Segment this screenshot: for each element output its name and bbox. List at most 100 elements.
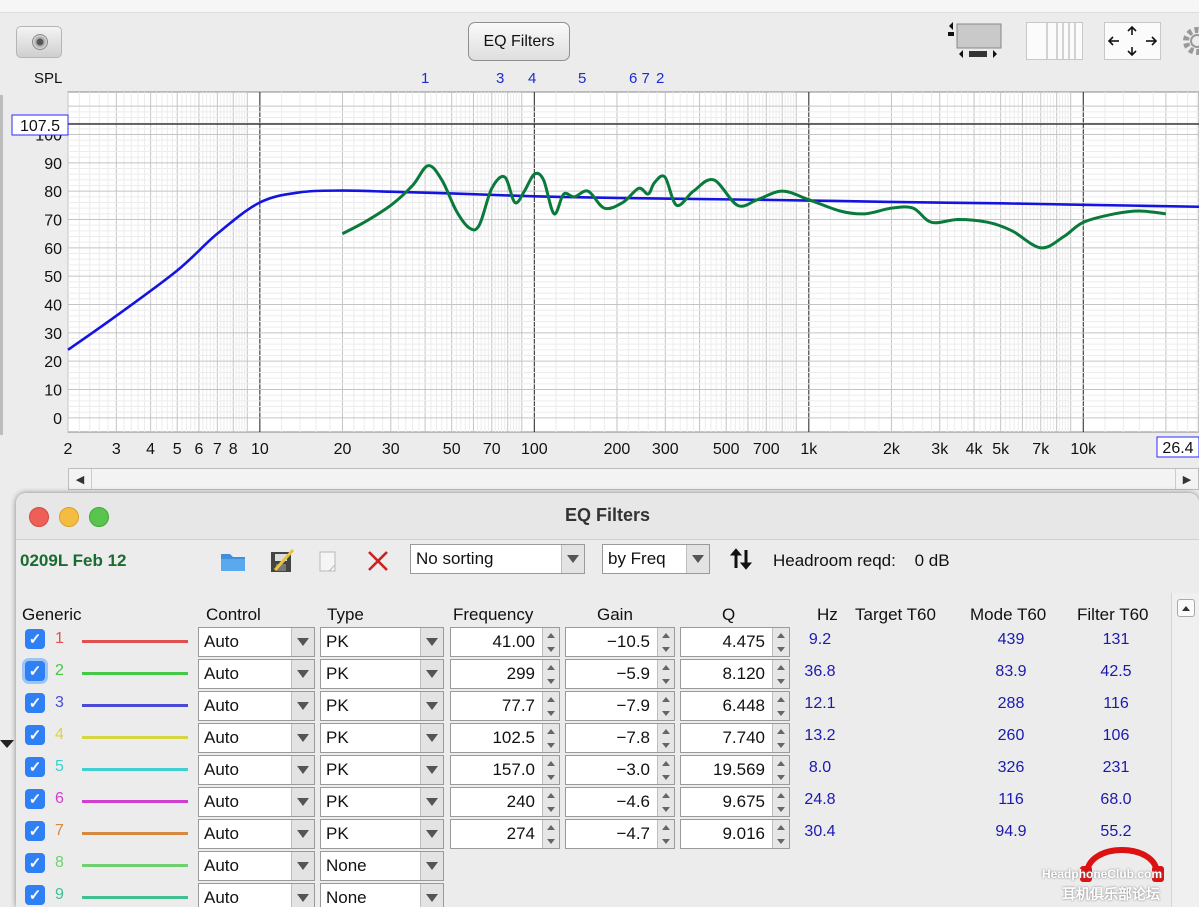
stepper-arrows[interactable] — [542, 756, 559, 784]
frequency-input[interactable]: 102.5 — [450, 723, 560, 753]
col-header-generic[interactable]: Generic — [22, 605, 82, 624]
type-select[interactable]: PK — [320, 659, 444, 689]
stepper-arrows[interactable] — [657, 788, 674, 816]
frequency-input[interactable]: 77.7 — [450, 691, 560, 721]
col-header-q[interactable]: Q — [722, 605, 736, 624]
col-header-mode-t60[interactable]: Mode T60 — [970, 605, 1047, 624]
filter-marker-2[interactable]: 2 — [656, 70, 665, 87]
stepper-arrows[interactable] — [772, 628, 789, 656]
control-select[interactable]: Auto — [198, 819, 315, 849]
zoom-window-button[interactable] — [89, 507, 109, 527]
save-icon[interactable] — [269, 548, 295, 579]
col-header-gain[interactable]: Gain — [597, 605, 633, 624]
type-select[interactable]: None — [320, 883, 444, 907]
stepper-arrows[interactable] — [772, 724, 789, 752]
stepper-arrows[interactable] — [772, 692, 789, 720]
table-vertical-scrollbar[interactable] — [1171, 593, 1199, 907]
type-select[interactable]: PK — [320, 755, 444, 785]
type-select[interactable]: None — [320, 851, 444, 881]
type-select[interactable]: PK — [320, 723, 444, 753]
enable-checkbox[interactable]: ✓ — [25, 757, 45, 777]
control-select[interactable]: Auto — [198, 883, 315, 907]
stepper-arrows[interactable] — [542, 692, 559, 720]
delete-icon[interactable] — [366, 549, 390, 578]
stepper-arrows[interactable] — [772, 788, 789, 816]
enable-checkbox[interactable]: ✓ — [25, 725, 45, 745]
type-select[interactable]: PK — [320, 627, 444, 657]
stepper-arrows[interactable] — [657, 628, 674, 656]
close-window-button[interactable] — [29, 507, 49, 527]
enable-checkbox[interactable]: ✓ — [25, 629, 45, 649]
type-select[interactable]: PK — [320, 787, 444, 817]
gain-input[interactable]: −5.9 — [565, 659, 675, 689]
gear-icon[interactable] — [1182, 26, 1199, 56]
frequency-input[interactable]: 240 — [450, 787, 560, 817]
control-select[interactable]: Auto — [198, 787, 315, 817]
stepper-arrows[interactable] — [657, 820, 674, 848]
eq-filters-button[interactable]: EQ Filters — [468, 22, 570, 61]
enable-checkbox[interactable]: ✓ — [25, 661, 45, 681]
filter-marker-5[interactable]: 5 — [578, 70, 587, 87]
camera-icon[interactable] — [16, 26, 62, 58]
filter-marker-3[interactable]: 3 — [496, 70, 505, 87]
enable-checkbox[interactable]: ✓ — [25, 821, 45, 841]
enable-checkbox[interactable]: ✓ — [25, 789, 45, 809]
q-input[interactable]: 4.475 — [680, 627, 790, 657]
minimize-window-button[interactable] — [59, 507, 79, 527]
frequency-input[interactable]: 274 — [450, 819, 560, 849]
scroll-up-arrow[interactable] — [1177, 599, 1195, 617]
filter-marker-1[interactable]: 1 — [421, 70, 430, 87]
control-select[interactable]: Auto — [198, 755, 315, 785]
sorting-select[interactable]: No sorting — [410, 544, 585, 574]
gain-input[interactable]: −4.7 — [565, 819, 675, 849]
stepper-arrows[interactable] — [542, 660, 559, 688]
stepper-arrows[interactable] — [542, 820, 559, 848]
fit-arrows-icon[interactable] — [1104, 22, 1161, 60]
q-input[interactable]: 7.740 — [680, 723, 790, 753]
stepper-arrows[interactable] — [772, 660, 789, 688]
gain-input[interactable]: −7.9 — [565, 691, 675, 721]
stepper-arrows[interactable] — [542, 628, 559, 656]
col-header-control[interactable]: Control — [206, 605, 261, 624]
enable-checkbox[interactable]: ✓ — [25, 853, 45, 873]
collapse-arrow-icon[interactable] — [0, 740, 14, 748]
stepper-arrows[interactable] — [772, 820, 789, 848]
stepper-arrows[interactable] — [657, 756, 674, 784]
filter-marker-6-7[interactable]: 6 7 — [629, 70, 650, 87]
panel-layout-icon[interactable] — [945, 22, 1002, 58]
stepper-arrows[interactable] — [657, 692, 674, 720]
col-header-type[interactable]: Type — [327, 605, 364, 624]
columns-icon[interactable] — [1026, 22, 1083, 60]
gain-input[interactable]: −3.0 — [565, 755, 675, 785]
filter-marker-4[interactable]: 4 — [528, 70, 537, 87]
scroll-right-arrow[interactable]: ▶ — [1175, 469, 1198, 489]
col-header-hz[interactable]: Hz — [817, 605, 838, 624]
folder-icon[interactable] — [220, 549, 246, 578]
type-select[interactable]: PK — [320, 691, 444, 721]
q-input[interactable]: 6.448 — [680, 691, 790, 721]
stepper-arrows[interactable] — [657, 660, 674, 688]
chart-horizontal-scrollbar[interactable]: ◀ ▶ — [68, 468, 1199, 490]
control-select[interactable]: Auto — [198, 659, 315, 689]
control-select[interactable]: Auto — [198, 723, 315, 753]
enable-checkbox[interactable]: ✓ — [25, 885, 45, 905]
gain-input[interactable]: −4.6 — [565, 787, 675, 817]
enable-checkbox[interactable]: ✓ — [25, 693, 45, 713]
stepper-arrows[interactable] — [657, 724, 674, 752]
control-select[interactable]: Auto — [198, 627, 315, 657]
sort-arrows-icon[interactable] — [728, 547, 754, 576]
sort-by-select[interactable]: by Freq — [602, 544, 710, 574]
gain-input[interactable]: −7.8 — [565, 723, 675, 753]
scroll-left-arrow[interactable]: ◀ — [69, 469, 92, 489]
q-input[interactable]: 9.675 — [680, 787, 790, 817]
frequency-input[interactable]: 299 — [450, 659, 560, 689]
q-input[interactable]: 19.569 — [680, 755, 790, 785]
col-header-target-t60[interactable]: Target T60 — [855, 605, 936, 624]
control-select[interactable]: Auto — [198, 851, 315, 881]
control-select[interactable]: Auto — [198, 691, 315, 721]
col-header-filter-t60[interactable]: Filter T60 — [1077, 605, 1149, 624]
q-input[interactable]: 8.120 — [680, 659, 790, 689]
stepper-arrows[interactable] — [542, 788, 559, 816]
col-header-frequency[interactable]: Frequency — [453, 605, 534, 624]
